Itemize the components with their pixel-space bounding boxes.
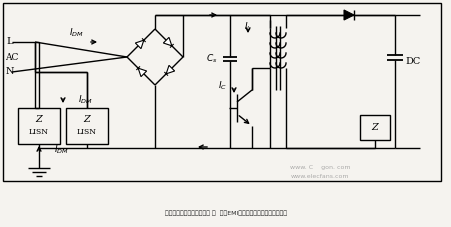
Text: 相据交流测量结电源跟踪特 与  交流EMI显示近流器量，以下流频活特: 相据交流测量结电源跟踪特 与 交流EMI显示近流器量，以下流频活特 [165, 210, 286, 216]
Text: $I_{DM}$: $I_{DM}$ [78, 94, 92, 106]
Text: Z: Z [36, 114, 42, 123]
Text: LISN: LISN [29, 128, 49, 136]
Text: $I_L$: $I_L$ [244, 21, 251, 33]
Text: N: N [6, 67, 14, 76]
Text: Z: Z [83, 114, 90, 123]
Bar [3, 3, 440, 181]
Bar [359, 115, 389, 140]
Polygon shape [166, 65, 174, 74]
Text: AC: AC [5, 52, 18, 62]
Text: DC: DC [405, 57, 420, 66]
Text: www.elecfans.com: www.elecfans.com [290, 173, 349, 178]
Polygon shape [343, 10, 353, 20]
Text: LISN: LISN [77, 128, 97, 136]
Polygon shape [138, 68, 146, 77]
Text: $I_{DM}$: $I_{DM}$ [69, 27, 83, 39]
Bar [18, 108, 60, 144]
Polygon shape [163, 37, 171, 46]
Text: $I_{DM}$: $I_{DM}$ [54, 144, 68, 156]
Text: L: L [6, 37, 13, 47]
Bar [66, 108, 108, 144]
Text: $I_C$: $I_C$ [218, 80, 227, 92]
Text: $C_s$: $C_s$ [205, 53, 216, 65]
Text: Z: Z [371, 123, 377, 132]
Polygon shape [135, 40, 143, 49]
Text: www. C    gon. com: www. C gon. com [289, 165, 350, 170]
